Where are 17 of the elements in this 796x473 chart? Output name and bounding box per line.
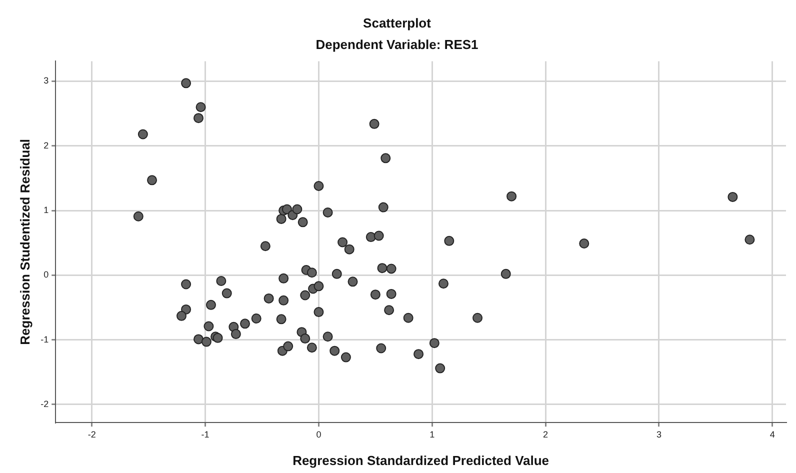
chart-title: Scatterplot <box>363 15 432 30</box>
y-tick-label: 1 <box>44 205 49 216</box>
y-tick-label: -1 <box>40 334 49 344</box>
x-tick-label: -2 <box>88 429 96 440</box>
x-tick-label: 4 <box>770 429 775 440</box>
x-axis-title: Regression Standardized Predicted Value <box>292 452 550 468</box>
x-tick-label: 0 <box>316 429 322 440</box>
x-tick-label: -1 <box>201 429 210 440</box>
chart-subtitle: Dependent Variable: RES1 <box>316 36 478 52</box>
x-tick-label: 2 <box>543 429 548 440</box>
y-tick-label: 2 <box>44 140 49 150</box>
y-tick-label: 3 <box>44 76 49 86</box>
x-tick-label: 1 <box>430 429 435 440</box>
y-tick-label: -2 <box>40 398 49 409</box>
y-axis-title: Regression Studentized Residual <box>17 138 32 345</box>
y-tick-label: 0 <box>44 270 49 280</box>
x-tick-label: 3 <box>656 429 662 440</box>
